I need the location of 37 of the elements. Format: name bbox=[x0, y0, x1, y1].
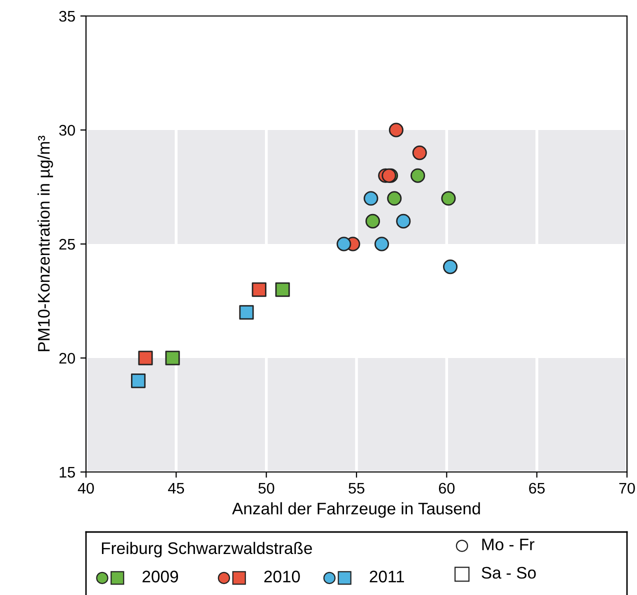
point bbox=[374, 236, 390, 252]
point bbox=[387, 191, 402, 206]
point bbox=[441, 191, 456, 206]
y-tick-label: 25 bbox=[59, 238, 75, 250]
x-tick-label: 40 bbox=[78, 482, 94, 494]
x-tick-label: 45 bbox=[168, 482, 184, 494]
y-tick-label: 30 bbox=[59, 124, 75, 136]
point bbox=[336, 236, 352, 252]
point bbox=[239, 305, 254, 320]
legend-label: 2009 bbox=[142, 570, 178, 582]
x-tick-label: 50 bbox=[258, 482, 274, 494]
point bbox=[388, 122, 404, 138]
text: Sa - So bbox=[482, 566, 536, 579]
y-tick-label: 35 bbox=[59, 10, 75, 22]
point bbox=[252, 282, 266, 297]
y-tick-label: 15 bbox=[60, 467, 75, 478]
point bbox=[131, 374, 146, 388]
point bbox=[364, 191, 378, 206]
point bbox=[165, 350, 180, 366]
x-tick-label: 70 bbox=[619, 482, 635, 494]
x-axis-title: Anzahl der Fahrzeuge in Tausend bbox=[232, 502, 480, 518]
point bbox=[442, 260, 458, 274]
point bbox=[138, 350, 153, 366]
x-tick-label: 55 bbox=[348, 482, 364, 494]
x-tick-label: 65 bbox=[529, 482, 545, 494]
point bbox=[275, 282, 290, 297]
legend-label: 2011 bbox=[370, 570, 404, 582]
point bbox=[396, 214, 411, 228]
point bbox=[410, 168, 426, 183]
y-axis-title: PM10-Konzentration in µg/m³ bbox=[38, 136, 54, 352]
legend-title: Freiburg Schwarzwaldstraße bbox=[102, 542, 312, 558]
text: Mo - Fr bbox=[482, 538, 534, 550]
point bbox=[365, 214, 380, 228]
point bbox=[412, 146, 427, 160]
legend-label: 2010 bbox=[264, 570, 300, 582]
y-tick-label: 20 bbox=[59, 352, 75, 364]
x-tick-label: 60 bbox=[438, 482, 455, 494]
